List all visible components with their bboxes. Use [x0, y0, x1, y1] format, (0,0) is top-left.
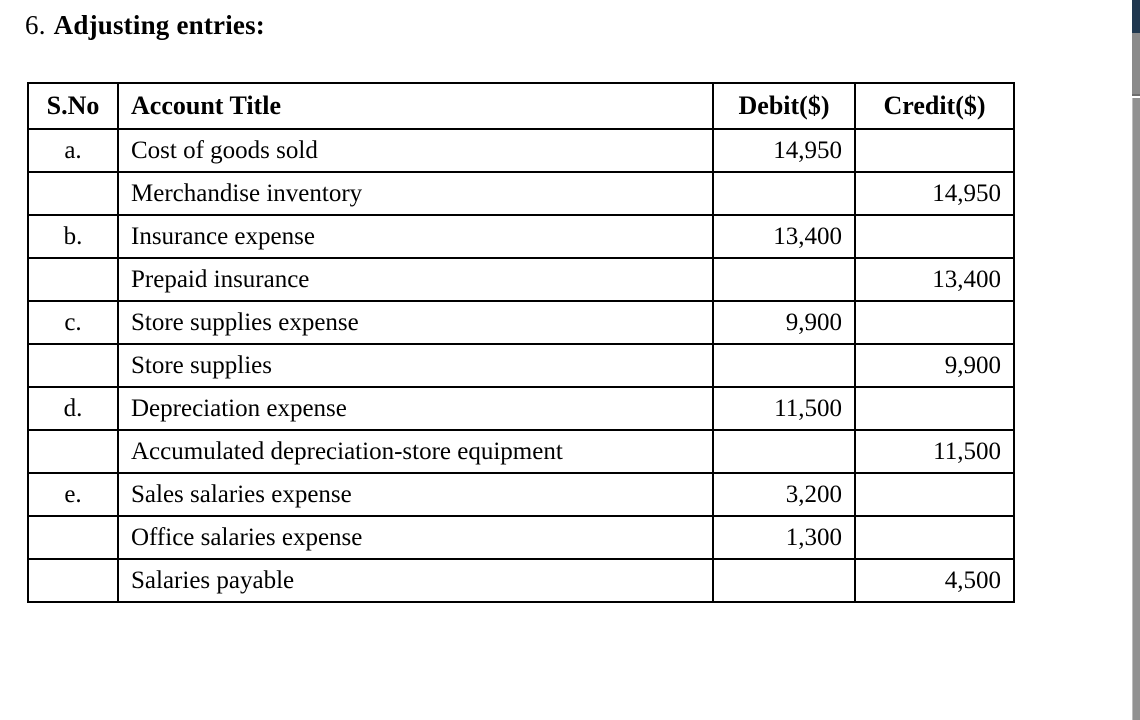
row-sno: a.	[27, 128, 119, 173]
row-debit: 14,950	[712, 128, 856, 173]
row-credit	[854, 472, 1015, 517]
row-debit: 11,500	[712, 386, 856, 431]
row-account: Merchandise inventory	[117, 171, 714, 216]
row-account: Office salaries expense	[117, 515, 714, 560]
row-sno	[27, 429, 119, 474]
table-header-row: S.No Account Title Debit($) Credit($)	[27, 82, 1015, 130]
row-account: Prepaid insurance	[117, 257, 714, 302]
window-edge-titlebar	[1132, 0, 1140, 33]
table-row: c. Store supplies expense 9,900	[27, 300, 1015, 345]
row-sno: e.	[27, 472, 119, 517]
table-row: Prepaid insurance 13,400	[27, 257, 1015, 302]
row-credit: 4,500	[854, 558, 1015, 603]
row-credit: 11,500	[854, 429, 1015, 474]
header-sno: S.No	[27, 82, 119, 130]
row-sno	[27, 558, 119, 603]
row-sno: c.	[27, 300, 119, 345]
row-sno: b.	[27, 214, 119, 259]
row-credit: 9,900	[854, 343, 1015, 388]
row-credit: 13,400	[854, 257, 1015, 302]
row-debit	[712, 343, 856, 388]
row-debit	[712, 558, 856, 603]
row-account: Depreciation expense	[117, 386, 714, 431]
row-debit: 1,300	[712, 515, 856, 560]
row-debit: 13,400	[712, 214, 856, 259]
title-text: Adjusting entries:	[53, 10, 266, 40]
table-row: a. Cost of goods sold 14,950	[27, 128, 1015, 173]
adjusting-entries-table: S.No Account Title Debit($) Credit($) a.…	[27, 82, 1015, 603]
table-row: Accumulated depreciation-store equipment…	[27, 429, 1015, 474]
header-account: Account Title	[117, 82, 714, 130]
row-credit	[854, 214, 1015, 259]
table-row: Merchandise inventory 14,950	[27, 171, 1015, 216]
row-account: Salaries payable	[117, 558, 714, 603]
table-row: Office salaries expense 1,300	[27, 515, 1015, 560]
page-title: 6. Adjusting entries:	[25, 10, 265, 41]
row-account: Sales salaries expense	[117, 472, 714, 517]
row-credit	[854, 386, 1015, 431]
row-credit	[854, 515, 1015, 560]
header-debit: Debit($)	[712, 82, 856, 130]
row-credit	[854, 128, 1015, 173]
row-credit	[854, 300, 1015, 345]
row-sno	[27, 515, 119, 560]
row-sno	[27, 257, 119, 302]
row-debit	[712, 257, 856, 302]
title-number: 6.	[25, 10, 46, 40]
header-credit: Credit($)	[854, 82, 1015, 130]
window-edge-strip	[1132, 0, 1140, 720]
row-debit: 3,200	[712, 472, 856, 517]
row-sno	[27, 343, 119, 388]
row-debit	[712, 171, 856, 216]
row-account: Cost of goods sold	[117, 128, 714, 173]
row-account: Store supplies	[117, 343, 714, 388]
row-debit: 9,900	[712, 300, 856, 345]
row-sno	[27, 171, 119, 216]
toolbar-edge	[1132, 33, 1140, 96]
table-row: b. Insurance expense 13,400	[27, 214, 1015, 259]
row-account: Accumulated depreciation-store equipment	[117, 429, 714, 474]
scrollbar-edge[interactable]	[1132, 98, 1140, 720]
row-debit	[712, 429, 856, 474]
table-row: Store supplies 9,900	[27, 343, 1015, 388]
row-account: Insurance expense	[117, 214, 714, 259]
row-credit: 14,950	[854, 171, 1015, 216]
row-sno: d.	[27, 386, 119, 431]
table-row: e. Sales salaries expense 3,200	[27, 472, 1015, 517]
row-account: Store supplies expense	[117, 300, 714, 345]
table-row: d. Depreciation expense 11,500	[27, 386, 1015, 431]
table-row: Salaries payable 4,500	[27, 558, 1015, 603]
